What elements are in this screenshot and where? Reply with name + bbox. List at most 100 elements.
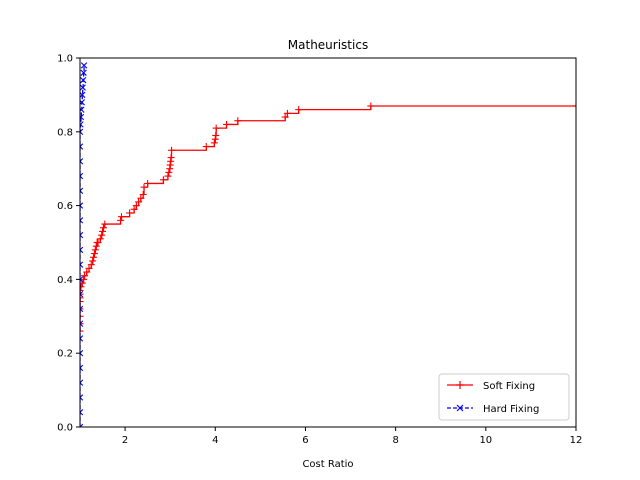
x-tick-label: 8 [392, 435, 398, 446]
data-point-soft-fixing [295, 106, 303, 114]
data-point-hard-fixing [80, 217, 84, 224]
series-line-hard-fixing [80, 65, 85, 427]
legend-marker-hard-fixing [456, 404, 464, 412]
data-point-soft-fixing [96, 235, 104, 243]
y-tick-label: 0.6 [57, 201, 73, 212]
data-point-hard-fixing [80, 84, 86, 91]
data-point-soft-fixing [164, 172, 172, 180]
data-point-soft-fixing [168, 146, 176, 154]
data-point-soft-fixing [234, 117, 242, 125]
data-point-soft-fixing [283, 109, 291, 117]
data-point-hard-fixing [80, 202, 84, 209]
data-point-hard-fixing [80, 76, 87, 84]
x-axis: 2 4 6 8 10 12 [122, 427, 582, 446]
data-point-soft-fixing [135, 198, 143, 206]
y-tick-label: 0.8 [57, 127, 73, 138]
data-point-soft-fixing [132, 202, 140, 210]
data-point-hard-fixing [80, 379, 84, 386]
data-point-soft-fixing [139, 191, 147, 199]
legend: Soft Fixing Hard Fixing [438, 373, 570, 421]
x-tick-label: 4 [212, 435, 218, 446]
data-point-hard-fixing [80, 128, 84, 135]
data-point-hard-fixing [80, 394, 84, 401]
data-point-soft-fixing [80, 312, 84, 320]
data-point-soft-fixing [202, 143, 210, 151]
data-point-soft-fixing [90, 250, 98, 258]
data-point-hard-fixing [80, 320, 84, 327]
data-point-hard-fixing [80, 187, 84, 195]
data-point-hard-fixing [80, 335, 84, 342]
x-tick-label: 6 [302, 435, 308, 446]
data-point-soft-fixing [89, 257, 97, 265]
data-point-soft-fixing [92, 242, 100, 250]
data-point-soft-fixing [167, 154, 175, 162]
data-point-hard-fixing [80, 143, 84, 150]
data-point-soft-fixing [99, 227, 107, 235]
data-point-soft-fixing [81, 272, 89, 280]
x-tick-label: 2 [122, 435, 128, 446]
data-point-soft-fixing [94, 239, 102, 246]
y-tick-label: 1.0 [57, 54, 73, 65]
data-point-soft-fixing [80, 327, 84, 335]
data-point-soft-fixing [572, 102, 576, 110]
data-point-soft-fixing [281, 113, 289, 121]
data-point-hard-fixing [80, 231, 84, 239]
data-point-hard-fixing [80, 305, 84, 313]
data-point-soft-fixing [85, 264, 93, 272]
data-point-soft-fixing [140, 183, 148, 191]
data-point-soft-fixing [99, 224, 107, 232]
data-point-soft-fixing [83, 268, 91, 276]
data-point-soft-fixing [80, 305, 84, 313]
data-point-hard-fixing [80, 246, 84, 254]
legend-label-hard-fixing: Hard Fixing [483, 404, 539, 415]
x-tick-label: 10 [479, 435, 492, 446]
data-point-hard-fixing [80, 99, 85, 106]
data-point-hard-fixing [80, 364, 84, 372]
data-point-soft-fixing [212, 124, 220, 132]
data-point-hard-fixing [80, 350, 84, 357]
data-point-soft-fixing [126, 209, 134, 217]
data-point-soft-fixing [91, 246, 99, 254]
data-point-soft-fixing [87, 261, 95, 269]
data-point-soft-fixing [80, 283, 85, 291]
legend-label-soft-fixing: Soft Fixing [483, 381, 535, 392]
data-point-soft-fixing [159, 176, 167, 184]
data-point-soft-fixing [165, 168, 173, 176]
data-point-hard-fixing [80, 172, 84, 180]
y-tick-label: 0.0 [57, 423, 73, 434]
data-point-soft-fixing [144, 179, 152, 187]
plot-series [80, 62, 576, 427]
y-axis: 0.0 0.2 0.4 0.6 0.8 1.0 [57, 54, 80, 434]
legend-marker-soft-fixing [456, 381, 464, 389]
plot-frame [79, 57, 577, 428]
data-point-soft-fixing [90, 253, 98, 261]
data-point-soft-fixing [117, 216, 125, 224]
data-point-soft-fixing [212, 131, 220, 139]
data-point-hard-fixing [80, 409, 84, 416]
data-point-hard-fixing [80, 158, 84, 165]
data-point-soft-fixing [80, 320, 84, 328]
data-point-hard-fixing [80, 62, 88, 69]
y-tick-label: 0.2 [57, 349, 73, 360]
data-point-soft-fixing [130, 205, 138, 213]
data-point-soft-fixing [210, 139, 218, 147]
data-point-soft-fixing [117, 213, 125, 221]
data-point-hard-fixing [80, 423, 84, 427]
data-point-soft-fixing [80, 294, 84, 302]
data-point-soft-fixing [367, 102, 375, 110]
data-point-soft-fixing [98, 231, 106, 239]
x-tick-label: 12 [570, 435, 583, 446]
y-tick-label: 0.4 [57, 275, 73, 286]
data-point-hard-fixing [80, 113, 85, 121]
data-point-soft-fixing [80, 275, 88, 283]
data-point-soft-fixing [137, 194, 145, 202]
data-point-hard-fixing [80, 106, 85, 113]
data-point-soft-fixing [80, 290, 84, 298]
data-point-soft-fixing [223, 120, 231, 128]
data-point-soft-fixing [80, 279, 86, 287]
data-point-hard-fixing [80, 69, 87, 76]
data-point-soft-fixing [80, 298, 84, 306]
data-point-hard-fixing [80, 261, 84, 268]
x-axis-title: Cost Ratio [302, 459, 353, 470]
